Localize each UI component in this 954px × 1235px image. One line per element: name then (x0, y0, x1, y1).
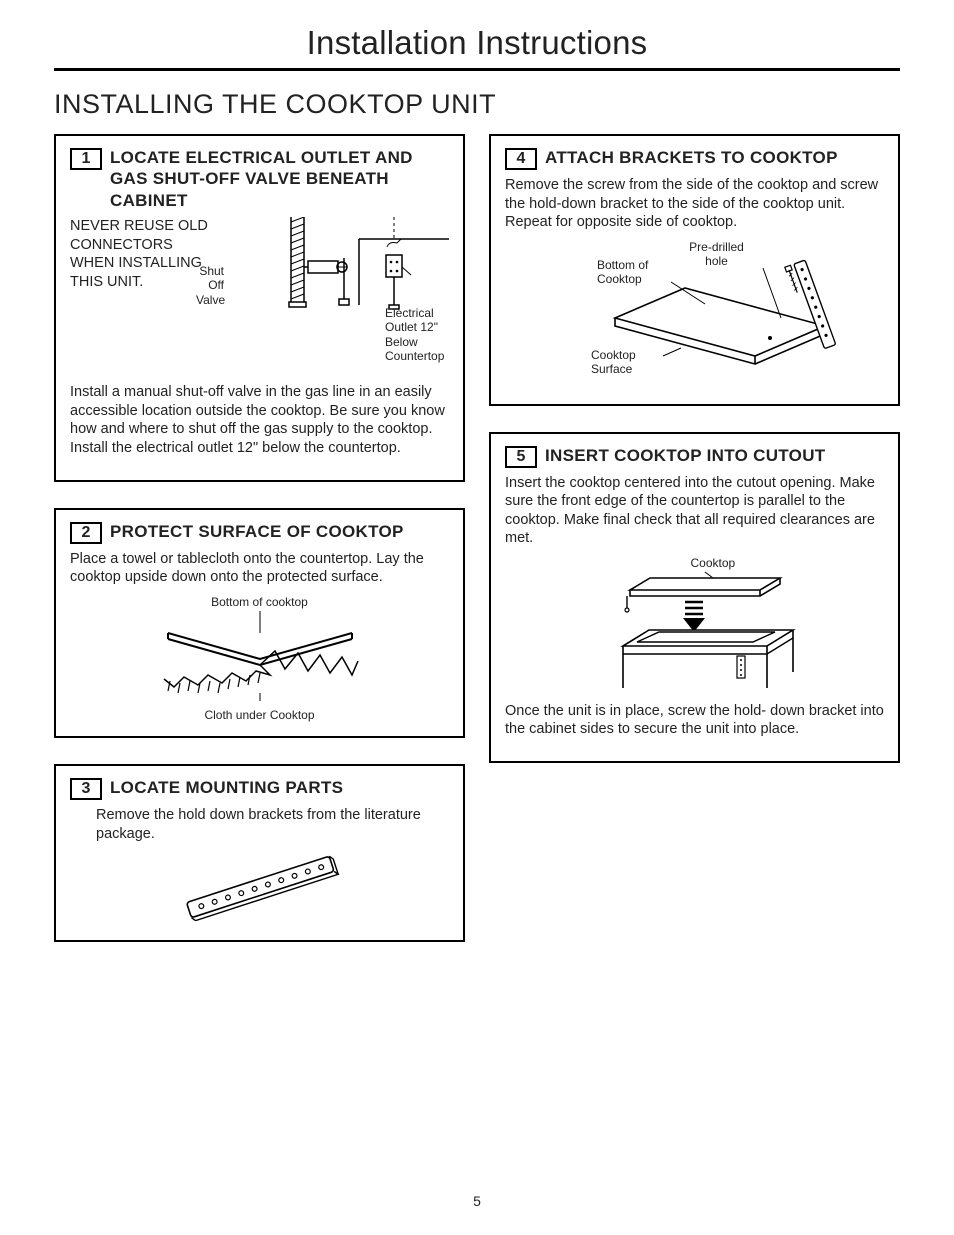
step-3-text: Remove the hold down brackets from the l… (96, 806, 449, 843)
step-5-number: 5 (505, 446, 537, 468)
step-3-head: 3 LOCATE MOUNTING PARTS (70, 777, 449, 800)
page-number: 5 (0, 1193, 954, 1209)
step-2-figure: Bottom of cooktop (70, 595, 449, 723)
step-4-number: 4 (505, 148, 537, 170)
step-1-number: 1 (70, 148, 102, 170)
predrilled-hole-label: Pre-drilled hole (687, 240, 747, 269)
step-5-figure: Cooktop (505, 556, 884, 700)
cooktop-label: Cooktop (691, 556, 736, 570)
step-1-row: NEVER REUSE OLD CONNECTORS WHEN INSTALLI… (70, 217, 449, 364)
page-container: Installation Instructions INSTALLING THE… (0, 0, 954, 1235)
right-column: 4 ATTACH BRACKETS TO COOKTOP Remove the … (489, 134, 900, 968)
bottom-of-cooktop-label: Bottom of cooktop (70, 595, 449, 609)
columns: 1 LOCATE ELECTRICAL OUTLET AND GAS SHUT-… (54, 134, 900, 968)
step-5-head: 5 INSERT COOKTOP INTO CUTOUT (505, 445, 884, 468)
section-title: INSTALLING THE COOKTOP UNIT (54, 89, 900, 120)
cooktop-surface-label: Cooktop Surface (591, 348, 641, 377)
step-1-box: 1 LOCATE ELECTRICAL OUTLET AND GAS SHUT-… (54, 134, 465, 482)
step-2-box: 2 PROTECT SURFACE OF COOKTOP Place a tow… (54, 508, 465, 739)
cloth-under-cooktop-label: Cloth under Cooktop (70, 708, 449, 722)
step-4-title: ATTACH BRACKETS TO COOKTOP (545, 147, 838, 168)
step-2-number: 2 (70, 522, 102, 544)
step-1-head: 1 LOCATE ELECTRICAL OUTLET AND GAS SHUT-… (70, 147, 449, 211)
step-3-number: 3 (70, 778, 102, 800)
step-5-text-2: Once the unit is in place, screw the hol… (505, 702, 884, 739)
shutoff-valve-label: Shut Off Valve (196, 264, 224, 364)
step-3-box: 3 LOCATE MOUNTING PARTS Remove the hold … (54, 764, 465, 942)
step-5-title: INSERT COOKTOP INTO CUTOUT (545, 445, 825, 466)
step-1-figure: Shut Off Valve Electrical Outlet 12" Bel… (230, 217, 449, 364)
step-2-title: PROTECT SURFACE OF COOKTOP (110, 521, 404, 542)
step-1-text: Install a manual shut-off valve in the g… (70, 383, 449, 457)
page-title: Installation Instructions (54, 24, 900, 62)
cloth-under-cooktop-icon (150, 611, 370, 701)
bottom-of-cooktop-label-2: Bottom of Cooktop (597, 258, 657, 287)
step-4-head: 4 ATTACH BRACKETS TO COOKTOP (505, 147, 884, 170)
step-3-title: LOCATE MOUNTING PARTS (110, 777, 343, 798)
step-4-text: Remove the screw from the side of the co… (505, 176, 884, 232)
insert-cooktop-icon (585, 560, 805, 695)
step-4-box: 4 ATTACH BRACKETS TO COOKTOP Remove the … (489, 134, 900, 406)
step-2-text: Place a towel or tablecloth onto the cou… (70, 550, 449, 587)
step-2-head: 2 PROTECT SURFACE OF COOKTOP (70, 521, 449, 544)
step-5-text-1: Insert the cooktop centered into the cut… (505, 474, 884, 548)
step-4-figure: Pre-drilled hole Bottom of Cooktop Cookt… (505, 240, 884, 390)
step-1-title: LOCATE ELECTRICAL OUTLET AND GAS SHUT-OF… (110, 147, 449, 211)
left-column: 1 LOCATE ELECTRICAL OUTLET AND GAS SHUT-… (54, 134, 465, 968)
title-underline (54, 68, 900, 71)
electrical-outlet-label: Electrical Outlet 12" Below Countertop (385, 306, 455, 364)
step-5-box: 5 INSERT COOKTOP INTO CUTOUT Insert the … (489, 432, 900, 763)
bracket-icon (160, 851, 360, 921)
step-3-figure (70, 851, 449, 926)
